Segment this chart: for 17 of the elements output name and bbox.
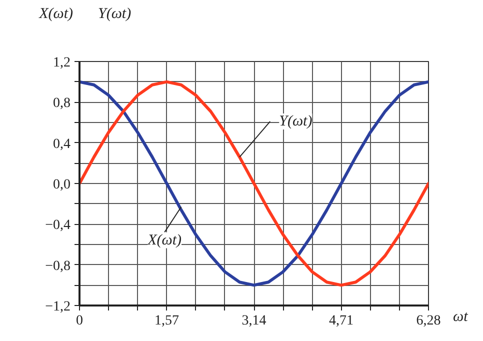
x-tick-label: 0 [76, 314, 83, 328]
annotation: X(ωt) [146, 232, 182, 248]
y-tick-label: 0,8 [53, 96, 70, 112]
x-tick-label: 6,28 [416, 314, 441, 328]
y-axis-title: X(ωt) [39, 5, 73, 24]
y-tick-label: −1,2 [45, 300, 71, 314]
x-tick-label: 3,14 [242, 314, 266, 328]
annotation: Y(ωt) [279, 113, 312, 130]
x-tick-label: 4,71 [329, 314, 354, 328]
text: Y(ωt) [98, 5, 132, 24]
y-tick-label: 1,2 [53, 56, 70, 70]
y-tick-label: 0,4 [53, 136, 70, 152]
x-tick-label: 1,57 [154, 314, 179, 328]
y-tick-label: 0,0 [53, 178, 70, 192]
y-tick-label: −0,4 [45, 218, 71, 234]
y-tick-label: −0,8 [45, 258, 71, 274]
x-axis-title: ωt [453, 308, 468, 327]
